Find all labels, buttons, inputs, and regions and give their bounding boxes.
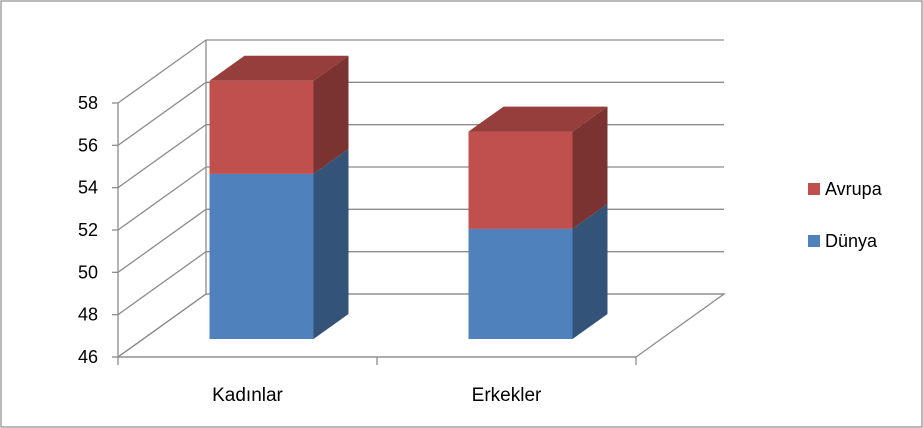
y-tick-label: 50 <box>78 262 98 282</box>
side-gridline <box>117 166 207 231</box>
bar-front-dünya <box>468 228 573 339</box>
bar-side-dünya <box>313 148 349 339</box>
y-tick-label: 58 <box>78 93 98 113</box>
x-category-label: Kadınlar <box>212 385 283 406</box>
legend-swatch-avrupa <box>808 183 820 195</box>
y-tick-label: 52 <box>78 220 98 240</box>
bar-top-avrupa <box>468 106 608 132</box>
legend-swatch-dünya <box>808 235 820 247</box>
side-gridline <box>117 208 207 273</box>
y-tick-label: 54 <box>78 178 98 198</box>
side-gridline <box>117 81 207 146</box>
legend: Avrupa Dünya <box>808 179 883 251</box>
bars-layer <box>209 55 608 339</box>
y-tick-label: 48 <box>78 305 98 325</box>
y-tick-label: 46 <box>78 347 98 367</box>
y-tick-label: 56 <box>78 135 98 155</box>
bar-side-avrupa <box>313 55 349 174</box>
axis-layer <box>112 102 637 365</box>
bar-front-dünya <box>209 173 314 339</box>
bar-side-avrupa <box>572 106 608 229</box>
bar-top-avrupa <box>209 55 349 81</box>
bar-front-avrupa <box>468 131 573 229</box>
x-category-label: Erkekler <box>472 385 542 406</box>
side-gridline <box>117 251 207 316</box>
ticks-layer: 46 48 50 52 54 56 58 Kadınlar Erkekler <box>78 93 542 406</box>
bar-front-avrupa <box>209 80 314 174</box>
legend-label-avrupa: Avrupa <box>825 179 883 199</box>
bar-side-dünya <box>572 203 608 339</box>
side-gridline <box>117 39 207 104</box>
side-gridline <box>117 124 207 189</box>
legend-label-dünya: Dünya <box>825 231 878 251</box>
